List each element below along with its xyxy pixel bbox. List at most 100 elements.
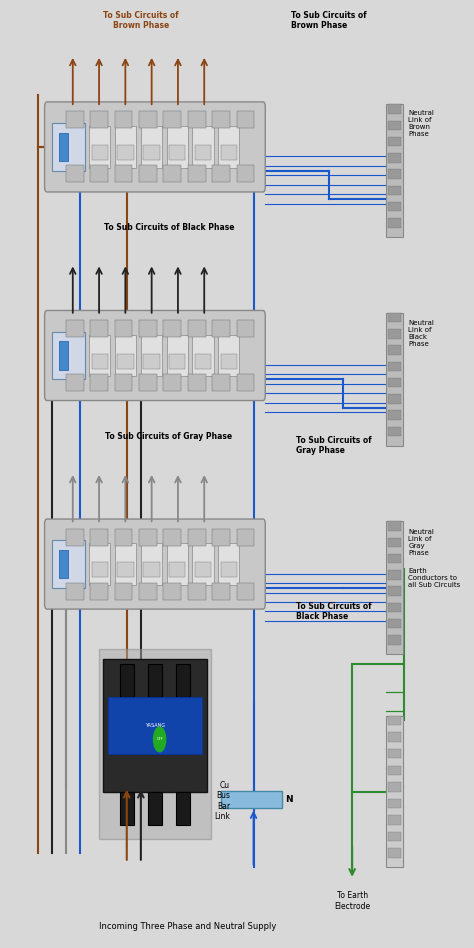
Bar [192, 543, 214, 585]
Bar [386, 313, 402, 446]
Bar [120, 792, 134, 825]
Text: Neutral
Link of
Brown
Phase: Neutral Link of Brown Phase [409, 110, 434, 137]
Bar [115, 335, 136, 376]
Bar [388, 832, 401, 842]
Bar [388, 815, 401, 825]
Bar [52, 123, 84, 171]
Bar [143, 562, 160, 577]
Bar [388, 554, 401, 563]
Bar [164, 166, 181, 183]
Text: To Sub Circuits of
Brown Phase: To Sub Circuits of Brown Phase [291, 11, 367, 30]
Bar [115, 320, 132, 337]
Bar [388, 848, 401, 858]
Bar [192, 335, 214, 376]
FancyBboxPatch shape [45, 520, 265, 610]
Bar [90, 112, 108, 129]
FancyBboxPatch shape [45, 102, 265, 192]
Bar [388, 521, 401, 531]
Bar [388, 619, 401, 629]
Bar [388, 603, 401, 612]
Bar [115, 543, 136, 585]
Bar [388, 427, 401, 436]
Bar [388, 716, 401, 725]
Bar [212, 374, 230, 391]
Text: Neutral
Link of
Gray
Phase: Neutral Link of Gray Phase [409, 529, 434, 556]
Bar [221, 354, 237, 369]
Bar [386, 521, 402, 654]
Bar [118, 562, 134, 577]
Bar [388, 538, 401, 547]
Bar [221, 791, 282, 808]
Bar [115, 374, 132, 391]
Bar [219, 543, 239, 585]
Bar [164, 529, 181, 546]
Bar [169, 145, 185, 160]
Bar [388, 766, 401, 775]
Bar [91, 354, 108, 369]
Bar [120, 664, 134, 697]
Bar [188, 320, 206, 337]
Bar [99, 649, 211, 839]
Bar [118, 145, 134, 160]
Bar [115, 112, 132, 129]
Text: Neutral
Link of
Black
Phase: Neutral Link of Black Phase [409, 320, 434, 347]
Circle shape [154, 727, 166, 752]
Bar [219, 126, 239, 168]
Bar [212, 582, 230, 600]
Bar [212, 529, 230, 546]
Bar [89, 335, 110, 376]
Bar [66, 320, 83, 337]
Bar [388, 120, 401, 130]
Bar [139, 582, 157, 600]
Bar [164, 320, 181, 337]
Bar [388, 202, 401, 211]
Bar [115, 126, 136, 168]
Bar [90, 320, 108, 337]
Bar [388, 782, 401, 792]
Bar [52, 540, 84, 588]
Bar [59, 133, 68, 161]
Bar [188, 374, 206, 391]
Bar [195, 562, 211, 577]
Bar [141, 543, 162, 585]
Bar [221, 562, 237, 577]
Bar [169, 354, 185, 369]
Bar [169, 562, 185, 577]
Bar [164, 374, 181, 391]
Bar [176, 792, 190, 825]
Bar [221, 145, 237, 160]
Bar [195, 354, 211, 369]
Bar [59, 550, 68, 578]
Bar [52, 332, 84, 379]
Bar [388, 104, 401, 114]
Bar [108, 697, 202, 754]
Bar [388, 798, 401, 808]
FancyBboxPatch shape [45, 311, 265, 400]
Bar [66, 112, 83, 129]
Bar [388, 345, 401, 355]
Bar [212, 112, 230, 129]
Text: Earth
Conductors to
all Sub Circuits: Earth Conductors to all Sub Circuits [409, 568, 461, 589]
Bar [192, 126, 214, 168]
Bar [388, 410, 401, 420]
Bar [118, 354, 134, 369]
Bar [139, 374, 157, 391]
Bar [115, 582, 132, 600]
Bar [167, 335, 188, 376]
Bar [212, 166, 230, 183]
Bar [388, 313, 401, 322]
Text: To Sub Circuits of
Brown Phase: To Sub Circuits of Brown Phase [103, 11, 179, 30]
Bar [66, 374, 83, 391]
Text: N: N [285, 794, 292, 804]
Bar [167, 126, 188, 168]
Text: To Sub Circuits of Gray Phase: To Sub Circuits of Gray Phase [105, 432, 233, 441]
Bar [164, 112, 181, 129]
Bar [388, 361, 401, 371]
Text: To Sub Circuits of
Black Phase: To Sub Circuits of Black Phase [296, 602, 372, 621]
Bar [89, 126, 110, 168]
Bar [148, 664, 162, 697]
Bar [188, 529, 206, 546]
Bar [237, 529, 255, 546]
Bar [388, 394, 401, 404]
Bar [237, 374, 255, 391]
